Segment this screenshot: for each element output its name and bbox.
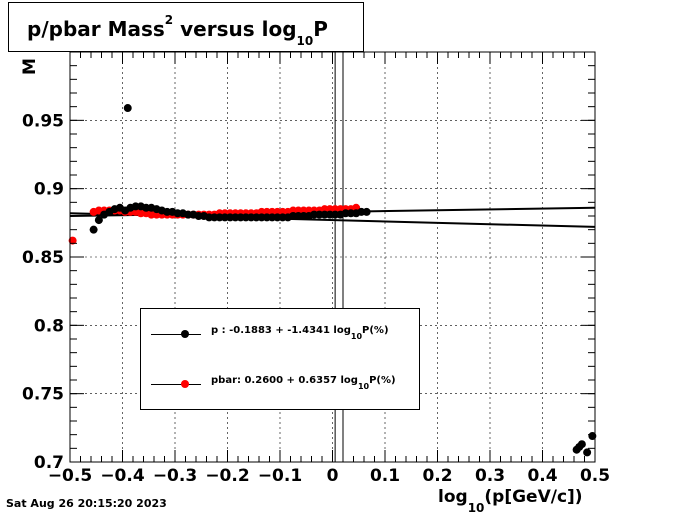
legend-line xyxy=(151,384,201,385)
point-p xyxy=(583,448,592,457)
y-tick-label: 0.8 xyxy=(34,316,64,336)
x-axis-title: log10(p[GeV/c]) xyxy=(438,487,583,515)
x-tick-label: −0.4 xyxy=(100,466,145,486)
x-tick-label: −0.2 xyxy=(205,466,249,486)
y-tick-label: 0.7 xyxy=(34,453,64,473)
tick-labels: −0.5 −0.4 −0.3 −0.2 −0.1 0 0.1 0.2 0.3 0.4 0.5 0.7 0… xyxy=(22,111,610,486)
x-tick-label: −0.1 xyxy=(258,466,302,486)
legend-marker-pbar xyxy=(181,380,189,388)
legend-marker-p xyxy=(181,330,189,338)
point-p xyxy=(575,442,584,451)
point-p xyxy=(94,216,103,225)
legend-line xyxy=(151,334,201,335)
timestamp: Sat Aug 26 20:15:20 2023 xyxy=(6,497,167,510)
x-tick-label: 0 xyxy=(327,466,339,486)
x-tick-label: 0.1 xyxy=(370,466,400,486)
legend-entry-p: p : -0.1883 + -1.4341 log10P(%) xyxy=(151,325,416,345)
y-tick-label: 0.9 xyxy=(34,180,64,200)
x-tick-label: −0.3 xyxy=(153,466,197,486)
x-tick-label: 0.4 xyxy=(527,466,557,486)
x-tick-label: −0.5 xyxy=(48,466,92,486)
x-tick-label: 0.2 xyxy=(422,466,452,486)
x-tick-label: 0.5 xyxy=(580,466,610,486)
legend: p : -0.1883 + -1.4341 log10P(%) pbar: 0.… xyxy=(140,308,420,410)
data-points xyxy=(68,104,597,457)
legend-entry-pbar: pbar: 0.2600 + 0.6357 log10P(%) xyxy=(151,375,416,395)
point-p xyxy=(123,104,132,113)
y-tick-label: 0.75 xyxy=(22,385,64,405)
legend-label-pbar: pbar: 0.2600 + 0.6357 log10P(%) xyxy=(211,375,396,391)
chart-title: p/pbar Mass2 versus log10P xyxy=(27,13,328,48)
y-tick-label: 0.95 xyxy=(22,111,64,131)
axis-ticks xyxy=(69,51,596,463)
x-tick-label: 0.3 xyxy=(475,466,505,486)
point-p xyxy=(362,207,371,216)
point-pbar xyxy=(68,236,77,245)
y-tick-label: 0.85 xyxy=(22,248,64,268)
y-axis-title: M xyxy=(20,58,40,75)
legend-label-p: p : -0.1883 + -1.4341 log10P(%) xyxy=(211,325,389,341)
point-p xyxy=(588,432,597,441)
title-box: p/pbar Mass2 versus log10P xyxy=(8,2,364,52)
point-p xyxy=(89,225,98,234)
